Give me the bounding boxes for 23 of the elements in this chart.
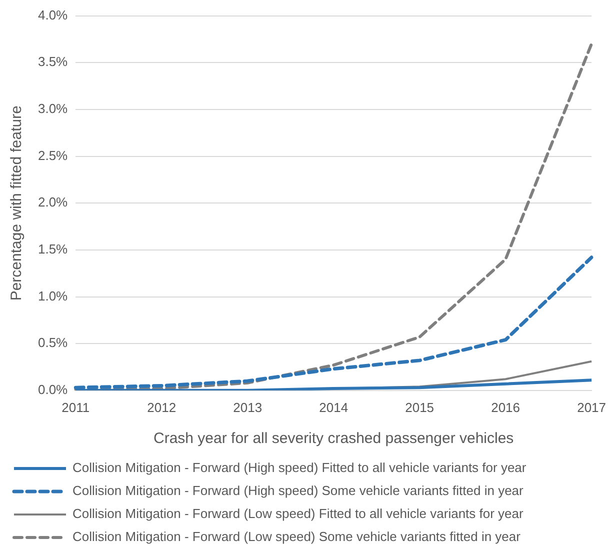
legend-label: Collision Mitigation - Forward (High speed) Some vehicle variants fitted in year: [72, 483, 524, 498]
x-tick-label: 2014: [319, 400, 348, 415]
y-axis-title: Percentage with fitted feature: [8, 106, 26, 301]
y-tick-label: 0.0%: [38, 382, 68, 397]
y-tick-label: 0.5%: [38, 335, 68, 350]
y-tick-label: 1.0%: [38, 288, 68, 304]
x-axis-title: Crash year for all severity crashed passenger vehicles: [154, 430, 514, 448]
legend-label: Collision Mitigation - Forward (Low speed) Fitted to all vehicle variants for year: [72, 506, 524, 522]
x-tick-label: 2012: [147, 400, 176, 415]
y-tick-label: 4.0%: [38, 7, 68, 22]
x-tick-label: 2016: [491, 400, 520, 415]
y-tick-label: 1.5%: [38, 242, 68, 257]
x-tick-label: 2015: [405, 400, 434, 415]
x-tick-label: 2013: [233, 400, 262, 415]
legend-label: Collision Mitigation - Forward (High speed) Fitted to all vehicle variants for year: [72, 460, 527, 476]
y-tick-label: 3.0%: [38, 101, 68, 116]
y-tick-label: 2.0%: [38, 194, 68, 210]
y-tick-label: 2.5%: [38, 148, 68, 163]
legend-label: Collision Mitigation - Forward (Low speed) Some vehicle variants fitted in year: [72, 529, 522, 544]
x-tick-label: 2011: [62, 400, 90, 415]
y-tick-label: 3.5%: [38, 54, 68, 70]
line-series: [74, 256, 594, 390]
x-tick-label: 2017: [577, 400, 606, 415]
